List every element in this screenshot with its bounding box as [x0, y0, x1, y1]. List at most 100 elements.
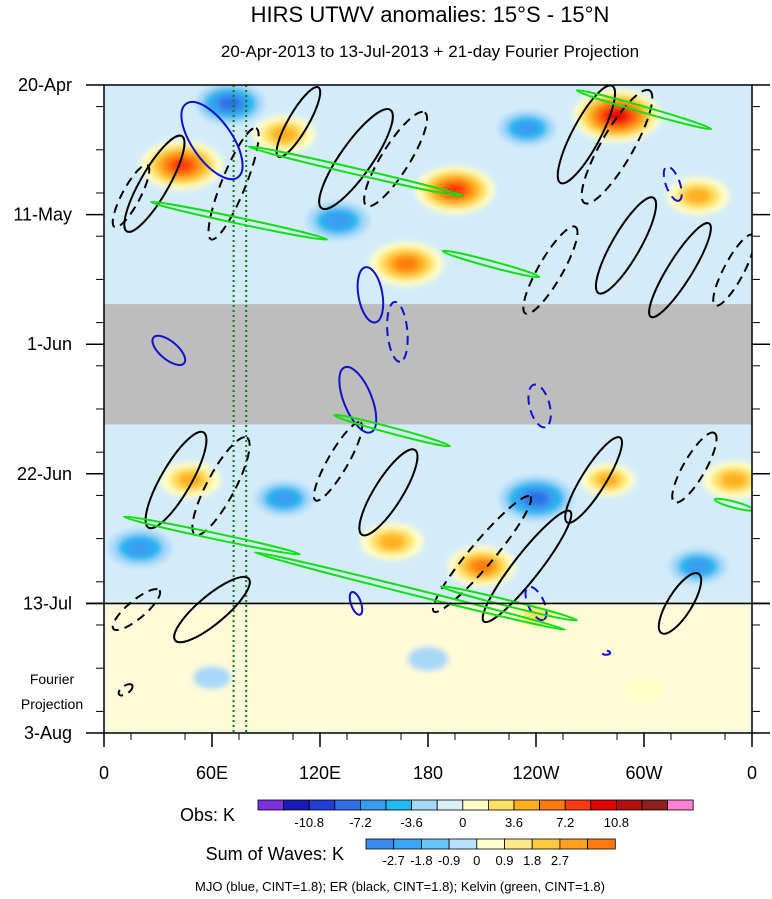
anomaly-blob [378, 533, 406, 550]
anomaly-blob [177, 472, 204, 488]
colorbar-swatch [531, 838, 561, 850]
colorbar-tick-label: 10.8 [604, 815, 629, 830]
x-tick-label: 120W [512, 763, 559, 783]
colorbar-tick-label: 2.7 [551, 853, 569, 868]
reference-longitude-lines [232, 85, 248, 733]
er-contour [481, 509, 573, 624]
colorbar-swatch [590, 799, 617, 811]
mjo-contour [348, 590, 364, 616]
colorbar-tick-label: -10.8 [294, 815, 324, 830]
colorbar-swatch [420, 838, 450, 850]
x-tick-label: 0 [99, 763, 109, 783]
anomaly-blob [270, 126, 298, 143]
chart-subtitle: 20-Apr-2013 to 13-Jul-2013 + 21-day Four… [221, 42, 639, 61]
anomaly-blob [218, 96, 242, 111]
colorbar-swatch [334, 799, 361, 811]
x-tick-label: 60E [196, 763, 228, 783]
er-contour [173, 575, 251, 644]
y-tick-label: 22-Jun [17, 464, 72, 484]
er-contour [657, 572, 703, 635]
colorbar-swatch [476, 838, 505, 850]
er-contour [594, 196, 658, 295]
anomaly-blob [470, 559, 494, 574]
mjo-contour [356, 266, 385, 324]
anomaly-field [104, 85, 752, 733]
colorbar-swatch [539, 799, 566, 811]
er-contour [318, 108, 394, 211]
mjo-contour [180, 100, 244, 181]
colorbar-swatch [616, 799, 643, 811]
anomaly-blob [407, 646, 449, 672]
mjo-contour [524, 585, 548, 622]
er-contour [358, 448, 419, 537]
colorbar-swatch [448, 838, 478, 850]
plot-area [86, 84, 770, 734]
er-contour [117, 683, 134, 697]
er-contour [191, 436, 251, 537]
waves-colorbar-label: Sum of Waves: K [206, 844, 344, 864]
projection-label-line1: Fourier [30, 671, 75, 687]
missing-data-band [104, 304, 752, 425]
colorbar-tick-label: 7.2 [556, 815, 574, 830]
er-contour [556, 85, 617, 185]
colorbar-swatch [257, 799, 285, 811]
mjo-contour [151, 334, 187, 366]
anomaly-blob [444, 183, 466, 197]
y-tick-label: 1-Jun [27, 334, 72, 354]
colorbar-swatch [365, 838, 395, 850]
er-contour [431, 495, 533, 613]
colorbar-swatch [283, 799, 310, 811]
colorbar-tick-label: 0 [473, 853, 480, 868]
x-tick-label: 120E [299, 763, 341, 783]
colorbar-swatch [587, 838, 616, 850]
y-axis: 20-Apr 11-May 1-Jun 22-Jun 13-Jul 3-Aug [13, 75, 770, 743]
colorbar-swatch [487, 799, 515, 811]
mjo-contour [601, 649, 612, 656]
anomaly-blob [324, 212, 352, 229]
er-contour [648, 222, 712, 319]
obs-colorbar-swatches: -10.8 -7.2 -3.6 0 3.6 7.2 10.8 [257, 799, 694, 830]
waves-colorbar: Sum of Waves: K -2.7 -1.8 -0.9 0 0.9 1.8 2.7 [206, 838, 616, 868]
y-tick-label: 13-Jul [23, 593, 72, 613]
anomaly-blob [394, 256, 419, 272]
colorbar-tick-label: 0 [459, 815, 466, 830]
anomaly-blob [170, 158, 193, 172]
x-tick-label: 0 [747, 763, 757, 783]
colorbar-tick-label: -7.2 [349, 815, 371, 830]
colorbar-swatch [411, 799, 438, 811]
er-contour [363, 110, 429, 208]
er-contour [522, 225, 579, 315]
y-tick-label: 20-Apr [18, 75, 72, 95]
er-contour [144, 430, 208, 530]
kelvin-contour [253, 551, 567, 631]
x-tick-label: 180 [413, 763, 443, 783]
er-contour [123, 134, 186, 233]
colorbar-swatch [564, 799, 592, 811]
colorbar-tick-label: 1.8 [523, 853, 541, 868]
colorbar-tick-label: 0.9 [495, 853, 513, 868]
waves-colorbar-swatches: -2.7 -1.8 -0.9 0 0.9 1.8 2.7 [365, 838, 616, 868]
kelvin-contour [333, 413, 451, 448]
colorbar-swatch [462, 799, 489, 811]
er-contour [671, 431, 718, 504]
er-contour [580, 88, 654, 205]
mjo-contour [662, 165, 683, 202]
anomaly-blob [192, 665, 232, 689]
anomaly-blob [684, 187, 712, 205]
anomaly-blob [623, 677, 665, 703]
er-contour [111, 163, 151, 229]
anomaly-blob [523, 491, 549, 506]
x-tick-label: 60W [625, 763, 662, 783]
chart-title: HIRS UTWV anomalies: 15°S - 15°N [251, 2, 610, 27]
colorbar-tick-label: -3.6 [400, 815, 422, 830]
colorbar-swatch [667, 799, 694, 811]
er-contour [712, 233, 752, 307]
er-contour [312, 421, 364, 502]
anomaly-blob [514, 120, 540, 136]
obs-colorbar: Obs: K -10.8 -7.2 -3.6 0 3.6 7.2 10.8 [180, 799, 694, 830]
colorbar-swatch [385, 799, 413, 811]
anomaly-blob [720, 471, 748, 489]
colorbar-swatch [359, 799, 387, 811]
y-tick-label: 3-Aug [24, 723, 72, 743]
